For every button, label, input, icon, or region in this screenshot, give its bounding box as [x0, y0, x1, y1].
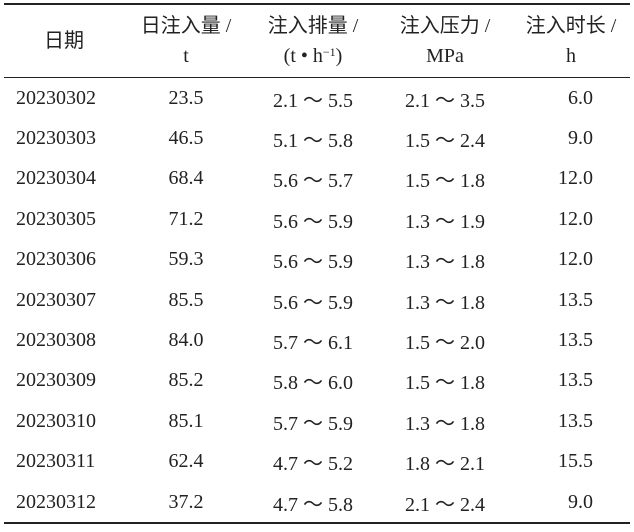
cell-date: 20230307	[16, 288, 96, 311]
cell-injection-duration: 13.5	[558, 288, 593, 311]
cell-injection-pressure: 1.8 〜 2.1	[405, 453, 485, 476]
table-row: 20230302 23.5 2.1 〜 5.5 2.1 〜 3.5 6.0	[4, 78, 630, 119]
cell-injection-duration: 13.5	[558, 409, 593, 432]
cell-date: 20230302	[16, 86, 96, 109]
header-date: 日期	[44, 30, 84, 52]
table-row: 20230306 59.3 5.6 〜 5.9 1.3 〜 1.8 12.0	[4, 240, 630, 280]
cell-injection-duration: 12.0	[558, 248, 593, 271]
cell-injection-pressure: 1.5 〜 2.0	[405, 332, 485, 355]
cell-date: 20230308	[16, 329, 96, 352]
cell-daily-volume: 68.4	[168, 167, 204, 190]
cell-injection-pressure: 1.3 〜 1.9	[405, 210, 485, 233]
cell-date: 20230310	[16, 409, 96, 432]
cell-daily-volume: 84.0	[168, 329, 204, 352]
header-injection-duration: 注入时长 / h	[525, 15, 617, 67]
table-row: 20230305 71.2 5.6 〜 5.9 1.3 〜 1.9 12.0	[4, 199, 630, 239]
header-daily-volume: 日注入量 / t	[140, 15, 232, 67]
cell-injection-rate: 5.6 〜 5.9	[273, 291, 353, 314]
table-row: 20230310 85.1 5.7 〜 5.9 1.3 〜 1.8 13.5	[4, 401, 630, 441]
cell-date: 20230312	[16, 490, 96, 513]
cell-date: 20230311	[16, 450, 96, 473]
table-row: 20230311 62.4 4.7 〜 5.2 1.8 〜 2.1 15.5	[4, 442, 630, 482]
cell-injection-pressure: 1.5 〜 2.4	[405, 130, 485, 153]
cell-injection-pressure: 1.3 〜 1.8	[405, 412, 485, 435]
cell-injection-rate: 5.8 〜 6.0	[273, 372, 353, 395]
cell-injection-rate: 4.7 〜 5.2	[273, 453, 353, 476]
cell-injection-pressure: 1.5 〜 1.8	[405, 170, 485, 193]
cell-date: 20230305	[16, 207, 96, 230]
table-row: 20230309 85.2 5.8 〜 6.0 1.5 〜 1.8 13.5	[4, 361, 630, 401]
header-injection-pressure: 注入压力 / MPa	[399, 15, 491, 67]
header-injection-rate: 注入排量 / (t • h−1)	[248, 4, 378, 78]
cell-injection-rate: 5.7 〜 6.1	[273, 332, 353, 355]
cell-injection-duration: 13.5	[558, 369, 593, 392]
cell-injection-duration: 12.0	[558, 167, 593, 190]
cell-daily-volume: 23.5	[168, 86, 204, 109]
table-row: 20230308 84.0 5.7 〜 6.1 1.5 〜 2.0 13.5	[4, 320, 630, 360]
cell-daily-volume: 71.2	[168, 207, 204, 230]
cell-daily-volume: 85.2	[168, 369, 204, 392]
cell-injection-duration: 9.0	[568, 127, 593, 150]
cell-injection-pressure: 2.1 〜 2.4	[405, 493, 485, 516]
table-body: 20230302 23.5 2.1 〜 5.5 2.1 〜 3.5 6.0 2023030…	[4, 78, 630, 524]
cell-injection-pressure: 2.1 〜 3.5	[405, 89, 485, 112]
cell-injection-rate: 5.6 〜 5.9	[273, 210, 353, 233]
cell-injection-duration: 9.0	[568, 490, 593, 513]
cell-injection-duration: 15.5	[558, 450, 593, 473]
cell-injection-rate: 5.1 〜 5.8	[273, 130, 353, 153]
cell-date: 20230303	[16, 127, 96, 150]
cell-date: 20230309	[16, 369, 96, 392]
cell-injection-rate: 5.7 〜 5.9	[273, 412, 353, 435]
cell-injection-pressure: 1.5 〜 1.8	[405, 372, 485, 395]
header-row: 日期 日注入量 / t 注入排量 / (t • h−1) 注入压力 / MPa …	[4, 4, 630, 78]
cell-injection-duration: 12.0	[558, 207, 593, 230]
cell-injection-rate: 2.1 〜 5.5	[273, 89, 353, 112]
cell-injection-rate: 5.6 〜 5.9	[273, 251, 353, 274]
cell-date: 20230304	[16, 167, 96, 190]
cell-injection-rate: 5.6 〜 5.7	[273, 170, 353, 193]
cell-date: 20230306	[16, 248, 96, 271]
header-rate-unit: (t • h−1)	[283, 45, 343, 67]
table-row: 20230304 68.4 5.6 〜 5.7 1.5 〜 1.8 12.0	[4, 159, 630, 199]
cell-injection-pressure: 1.3 〜 1.8	[405, 291, 485, 314]
injection-data-table: 日期 日注入量 / t 注入排量 / (t • h−1) 注入压力 / MPa …	[4, 3, 630, 524]
cell-injection-rate: 4.7 〜 5.8	[273, 493, 353, 516]
table-row: 20230312 37.2 4.7 〜 5.8 2.1 〜 2.4 9.0	[4, 482, 630, 524]
table-row: 20230307 85.5 5.6 〜 5.9 1.3 〜 1.8 13.5	[4, 280, 630, 320]
cell-daily-volume: 46.5	[168, 127, 204, 150]
table-header: 日期 日注入量 / t 注入排量 / (t • h−1) 注入压力 / MPa …	[4, 4, 630, 78]
cell-injection-pressure: 1.3 〜 1.8	[405, 251, 485, 274]
table-row: 20230303 46.5 5.1 〜 5.8 1.5 〜 2.4 9.0	[4, 118, 630, 158]
cell-injection-duration: 6.0	[568, 86, 593, 109]
cell-injection-duration: 13.5	[558, 329, 593, 352]
injection-table-container: 日期 日注入量 / t 注入排量 / (t • h−1) 注入压力 / MPa …	[4, 3, 630, 524]
cell-daily-volume: 62.4	[168, 450, 204, 473]
cell-daily-volume: 59.3	[168, 248, 204, 271]
cell-daily-volume: 85.5	[168, 288, 204, 311]
cell-daily-volume: 37.2	[168, 490, 204, 513]
cell-daily-volume: 85.1	[168, 409, 204, 432]
